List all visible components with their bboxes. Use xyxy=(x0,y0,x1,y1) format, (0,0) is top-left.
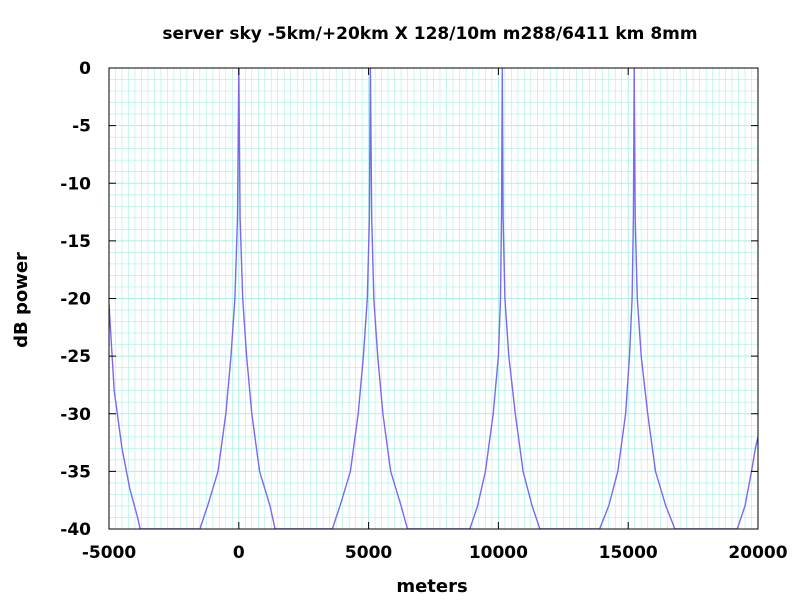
y-tick-label: -15 xyxy=(60,232,91,252)
x-tick-label: 20000 xyxy=(728,543,787,563)
y-tick-label: -40 xyxy=(60,520,91,540)
x-tick-label: 0 xyxy=(233,543,245,563)
x-tick-labels: -5000 0 5000 10000 15000 20000 xyxy=(82,543,788,563)
x-tick-label: 15000 xyxy=(599,543,658,563)
y-tick-label: -25 xyxy=(60,347,91,367)
series-layer xyxy=(109,68,758,529)
x-axis-label: meters xyxy=(396,576,467,597)
y-tick-label: 0 xyxy=(79,59,91,79)
x-tick-label: 10000 xyxy=(469,543,528,563)
x-tick-label: -5000 xyxy=(82,543,137,563)
y-tick-label: -30 xyxy=(60,405,91,425)
y-tick-labels: 0 -5 -10 -15 -20 -25 -30 -35 -40 xyxy=(60,59,91,540)
y-axis-label: dB power xyxy=(11,252,32,348)
y-tick-label: -35 xyxy=(60,462,91,482)
chart-title: server sky -5km/+20km X 128/10m m288/641… xyxy=(162,24,697,44)
series-line-0 xyxy=(109,68,758,529)
y-tick-label: -20 xyxy=(60,290,91,310)
y-tick-label: -5 xyxy=(72,117,91,137)
y-tick-label: -10 xyxy=(60,174,91,194)
grid xyxy=(108,67,759,530)
tick-marks xyxy=(108,67,759,530)
x-tick-label: 5000 xyxy=(345,543,392,563)
